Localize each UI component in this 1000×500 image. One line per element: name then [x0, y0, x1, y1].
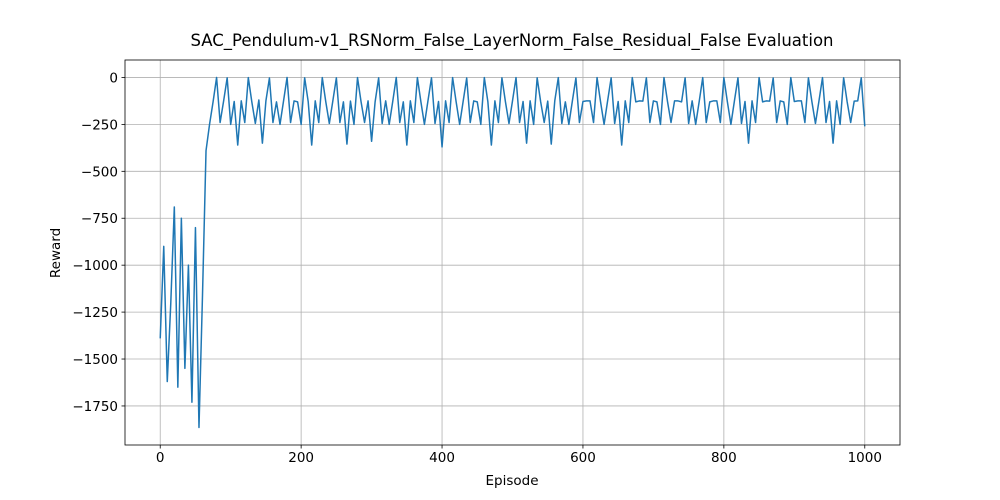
chart-title: SAC_Pendulum-v1_RSNorm_False_LayerNorm_F…: [190, 31, 833, 51]
y-tick-label: −750: [81, 211, 118, 227]
x-tick-label: 0: [156, 450, 165, 466]
y-tick-label: −1750: [72, 399, 118, 415]
y-tick-label: −1500: [72, 352, 118, 368]
x-axis-label: Episode: [485, 473, 538, 489]
y-tick-label: 0: [109, 70, 118, 86]
x-tick-label: 400: [429, 450, 455, 466]
x-tick-label: 200: [288, 450, 314, 466]
y-tick-label: −1000: [72, 258, 118, 274]
axes-frame: [124, 59, 901, 446]
x-tick-label: 800: [711, 450, 737, 466]
line: [159, 76, 866, 429]
x-tick-label: 1000: [848, 450, 882, 466]
y-tick-label: −250: [81, 117, 118, 133]
y-tick-label: −500: [81, 164, 118, 180]
y-tick-label: −1250: [72, 305, 118, 321]
y-axis-label: Reward: [48, 228, 64, 278]
x-tick-label: 600: [570, 450, 596, 466]
